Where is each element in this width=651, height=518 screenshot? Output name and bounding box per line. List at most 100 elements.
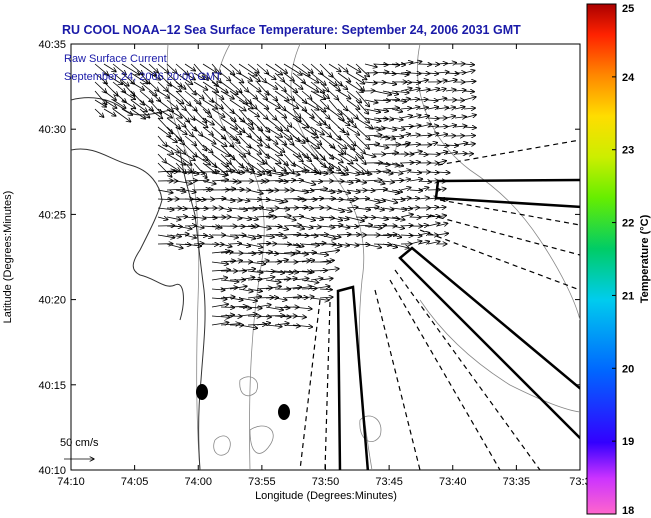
current-arrow <box>373 163 390 165</box>
current-arrow <box>265 271 285 273</box>
current-arrow <box>157 199 172 200</box>
current-arrow <box>301 63 313 73</box>
current-arrow <box>310 81 325 93</box>
current-arrow <box>220 162 231 172</box>
current-arrow <box>211 226 222 228</box>
current-arrow <box>274 298 287 300</box>
current-arrow <box>310 243 326 244</box>
current-arrow <box>211 135 227 147</box>
current-arrow <box>292 190 309 192</box>
current-arrow <box>112 81 126 93</box>
current-arrow <box>301 226 313 228</box>
current-arrow <box>445 73 459 74</box>
current-arrow <box>400 179 411 181</box>
current-arrow <box>193 117 208 128</box>
current-arrow <box>355 153 366 165</box>
current-arrow <box>391 235 402 237</box>
current-arrow <box>292 271 312 272</box>
current-arrow <box>409 179 423 181</box>
current-arrow <box>184 244 202 246</box>
current-arrow <box>184 217 196 218</box>
current-arrow <box>211 262 228 264</box>
current-arrow <box>103 99 117 108</box>
current-arrow <box>346 244 359 246</box>
current-arrow <box>337 99 347 111</box>
current-arrow <box>292 278 309 280</box>
current-arrow <box>391 199 405 200</box>
current-arrow <box>346 190 360 192</box>
current-arrow <box>220 81 238 94</box>
current-arrow <box>139 72 150 84</box>
current-arrow <box>382 189 400 193</box>
current-arrow <box>148 72 161 80</box>
plot-frame <box>70 43 581 471</box>
current-arrow <box>211 198 226 199</box>
current-arrow <box>175 181 192 184</box>
current-arrow <box>139 108 150 118</box>
colorbar-tick-label: 22 <box>622 218 634 230</box>
current-arrow <box>409 241 422 244</box>
current-arrow <box>292 108 301 118</box>
current-arrow <box>391 190 403 192</box>
current-arrow <box>337 81 348 90</box>
current-arrow <box>292 117 309 128</box>
colorbar: 18 19 20 21 22 23 24 25 Temperature (°C) <box>586 3 651 517</box>
current-arrow <box>157 81 168 91</box>
current-arrow <box>157 117 173 134</box>
current-arrow <box>382 217 400 219</box>
current-arrow <box>346 226 359 227</box>
current-arrow <box>400 134 411 136</box>
current-arrow <box>364 154 376 157</box>
current-arrow <box>274 90 289 101</box>
current-arrow <box>247 262 266 264</box>
current-arrow <box>355 172 372 174</box>
current-arrow <box>436 80 447 82</box>
current-arrow <box>346 117 356 128</box>
current-arrow <box>319 162 332 170</box>
y-tick-label: 40:30 <box>38 124 66 136</box>
current-arrow <box>148 90 161 102</box>
current-arrow <box>292 216 304 217</box>
current-arrow <box>265 72 276 80</box>
current-arrow <box>310 181 323 182</box>
current-arrow <box>148 108 163 119</box>
current-arrow <box>256 99 269 109</box>
current-arrow <box>211 108 225 117</box>
current-arrow <box>292 244 304 247</box>
current-arrow <box>193 180 209 181</box>
current-arrow <box>310 253 329 255</box>
current-arrow <box>256 226 271 229</box>
current-arrow <box>175 108 190 122</box>
current-arrow <box>247 296 262 298</box>
current-arrow <box>283 180 296 181</box>
current-arrow <box>310 162 321 174</box>
current-arrow <box>274 144 285 152</box>
current-arrow <box>355 99 369 114</box>
current-arrow <box>328 135 347 149</box>
current-arrow <box>166 81 181 92</box>
current-arrow <box>256 235 274 237</box>
current-arrow <box>157 99 174 112</box>
current-arrow <box>292 144 309 158</box>
current-arrow <box>373 171 390 172</box>
current-arrow <box>382 82 397 84</box>
current-arrow <box>373 118 388 119</box>
current-arrow <box>319 297 333 298</box>
current-arrow <box>391 208 407 210</box>
current-arrow <box>166 63 177 73</box>
current-arrow <box>220 235 238 238</box>
current-arrow <box>436 161 447 163</box>
current-arrow <box>211 153 229 167</box>
current-arrow <box>346 207 358 208</box>
current-arrow <box>274 153 288 165</box>
current-arrow <box>463 81 476 82</box>
current-arrow <box>409 115 421 118</box>
current-arrow <box>166 126 182 141</box>
current-arrow <box>382 73 396 74</box>
current-arrow <box>301 297 314 298</box>
current-arrow <box>292 72 305 83</box>
current-arrow <box>265 280 281 282</box>
current-arrow <box>364 226 382 228</box>
current-arrow <box>220 307 235 308</box>
current-arrow <box>193 208 208 209</box>
